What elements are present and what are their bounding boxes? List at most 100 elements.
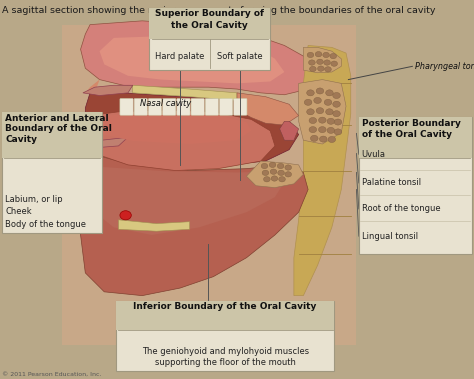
Text: Anterior and Lateral
Boundary of the Oral
Cavity: Anterior and Lateral Boundary of the Ora… bbox=[5, 114, 112, 144]
Bar bbox=[2, 112, 102, 158]
Polygon shape bbox=[85, 80, 100, 93]
Text: Posterior Boundary
of the Oral Cavity: Posterior Boundary of the Oral Cavity bbox=[362, 119, 461, 139]
Polygon shape bbox=[85, 93, 299, 165]
Circle shape bbox=[277, 163, 284, 169]
Text: Superior Boundary of
the Oral Cavity: Superior Boundary of the Oral Cavity bbox=[155, 9, 264, 30]
Circle shape bbox=[326, 109, 333, 115]
Circle shape bbox=[331, 61, 337, 66]
Text: Pharyngeal tonsil: Pharyngeal tonsil bbox=[415, 62, 474, 71]
Polygon shape bbox=[303, 47, 341, 73]
Circle shape bbox=[315, 52, 322, 57]
Circle shape bbox=[262, 170, 269, 175]
Circle shape bbox=[333, 101, 340, 107]
Circle shape bbox=[309, 127, 317, 133]
Circle shape bbox=[264, 177, 270, 182]
Text: Labium, or lip: Labium, or lip bbox=[5, 195, 63, 204]
Text: Soft palate: Soft palate bbox=[217, 52, 263, 61]
Polygon shape bbox=[299, 80, 346, 144]
Circle shape bbox=[304, 99, 312, 105]
Polygon shape bbox=[118, 220, 190, 231]
Bar bbox=[2, 112, 102, 233]
Circle shape bbox=[328, 136, 336, 143]
Polygon shape bbox=[81, 153, 308, 296]
Polygon shape bbox=[83, 85, 133, 96]
FancyBboxPatch shape bbox=[148, 99, 162, 115]
Circle shape bbox=[120, 211, 131, 220]
Circle shape bbox=[323, 52, 329, 58]
Circle shape bbox=[316, 108, 324, 114]
Circle shape bbox=[307, 90, 314, 96]
Circle shape bbox=[333, 92, 340, 99]
FancyBboxPatch shape bbox=[191, 99, 204, 115]
Polygon shape bbox=[85, 110, 275, 171]
Text: Body of the tongue: Body of the tongue bbox=[5, 220, 86, 229]
Text: Nasal cavity: Nasal cavity bbox=[140, 99, 191, 108]
Text: © 2011 Pearson Education, Inc.: © 2011 Pearson Education, Inc. bbox=[2, 372, 102, 377]
Circle shape bbox=[319, 117, 326, 123]
FancyBboxPatch shape bbox=[120, 99, 133, 115]
Circle shape bbox=[319, 127, 326, 133]
Circle shape bbox=[334, 119, 342, 125]
Circle shape bbox=[330, 53, 337, 59]
Bar bbox=[149, 8, 270, 39]
FancyBboxPatch shape bbox=[177, 99, 190, 115]
Polygon shape bbox=[95, 112, 251, 144]
Circle shape bbox=[278, 170, 284, 175]
Polygon shape bbox=[133, 85, 237, 100]
FancyBboxPatch shape bbox=[234, 99, 247, 115]
Circle shape bbox=[314, 97, 321, 103]
Text: A sagittal section showing the major components forming the boundaries of the or: A sagittal section showing the major com… bbox=[2, 6, 436, 15]
Bar bbox=[116, 301, 334, 371]
Bar bbox=[116, 301, 334, 330]
Circle shape bbox=[316, 88, 324, 94]
Text: Inferior Boundary of the Oral Cavity: Inferior Boundary of the Oral Cavity bbox=[134, 302, 317, 311]
Bar bbox=[359, 117, 472, 158]
Polygon shape bbox=[294, 45, 351, 296]
Circle shape bbox=[319, 136, 327, 142]
Circle shape bbox=[261, 163, 268, 169]
Circle shape bbox=[270, 169, 277, 174]
Polygon shape bbox=[237, 93, 299, 125]
Circle shape bbox=[333, 111, 340, 117]
Circle shape bbox=[285, 165, 292, 170]
Polygon shape bbox=[90, 167, 284, 235]
Circle shape bbox=[269, 162, 276, 168]
Text: Hard palate: Hard palate bbox=[155, 52, 204, 61]
Circle shape bbox=[271, 176, 278, 181]
Circle shape bbox=[324, 99, 332, 105]
Polygon shape bbox=[280, 121, 299, 140]
Circle shape bbox=[307, 109, 314, 115]
Circle shape bbox=[327, 127, 335, 133]
Circle shape bbox=[324, 60, 330, 65]
Circle shape bbox=[310, 66, 316, 72]
Polygon shape bbox=[81, 21, 318, 95]
Circle shape bbox=[317, 59, 323, 64]
Circle shape bbox=[325, 67, 331, 72]
Bar bbox=[359, 117, 472, 254]
Circle shape bbox=[279, 177, 285, 182]
Text: Root of the tongue: Root of the tongue bbox=[362, 204, 440, 213]
Circle shape bbox=[318, 66, 324, 71]
Text: The geniohyoid and mylohyoid muscles
supporting the floor of the mouth: The geniohyoid and mylohyoid muscles sup… bbox=[142, 346, 309, 367]
Polygon shape bbox=[100, 36, 284, 83]
Circle shape bbox=[326, 90, 333, 96]
Text: Uvula: Uvula bbox=[362, 150, 386, 159]
Circle shape bbox=[327, 118, 335, 124]
FancyBboxPatch shape bbox=[219, 99, 233, 115]
Text: Cheek: Cheek bbox=[5, 207, 32, 216]
FancyBboxPatch shape bbox=[134, 99, 147, 115]
Circle shape bbox=[309, 60, 315, 65]
Circle shape bbox=[334, 129, 342, 135]
FancyBboxPatch shape bbox=[62, 25, 356, 345]
Polygon shape bbox=[83, 137, 128, 148]
Circle shape bbox=[307, 52, 314, 58]
FancyBboxPatch shape bbox=[163, 99, 176, 115]
Text: Palatine tonsil: Palatine tonsil bbox=[362, 179, 421, 188]
Bar bbox=[149, 8, 270, 70]
Polygon shape bbox=[246, 161, 303, 188]
Circle shape bbox=[309, 117, 317, 124]
Circle shape bbox=[310, 135, 318, 141]
Circle shape bbox=[285, 172, 292, 177]
FancyBboxPatch shape bbox=[205, 99, 219, 115]
Text: Lingual tonsil: Lingual tonsil bbox=[362, 232, 418, 241]
